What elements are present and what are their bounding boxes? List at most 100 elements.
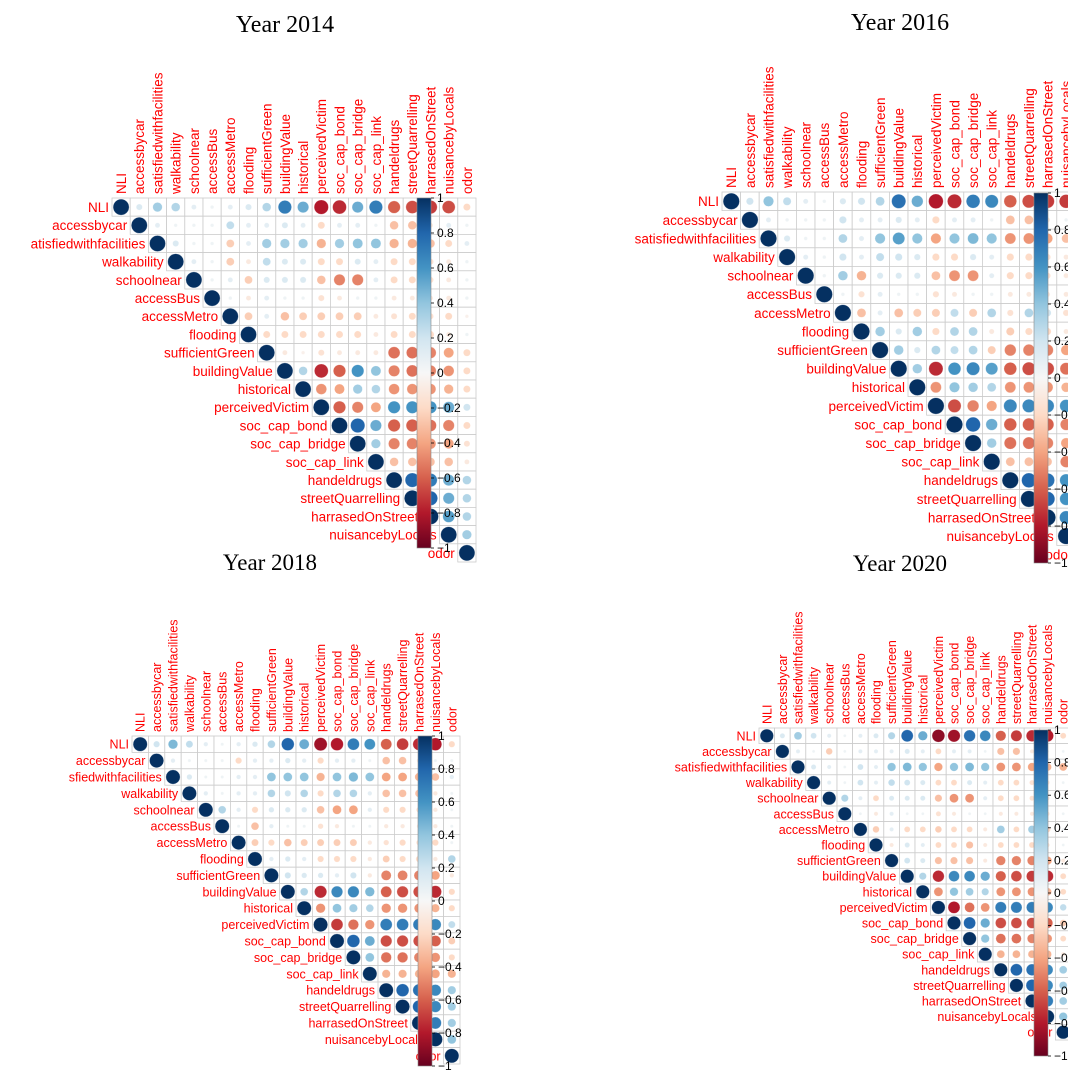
row-label: accessMetro <box>754 306 831 321</box>
corr-circle <box>840 794 849 803</box>
corr-circle <box>965 887 974 896</box>
corr-circle <box>187 758 192 763</box>
corr-circle <box>448 937 456 945</box>
corr-circle <box>279 238 290 249</box>
corr-circle <box>843 765 847 769</box>
corr-circle <box>822 273 827 278</box>
corr-circle <box>331 885 343 898</box>
corr-circle <box>263 222 270 229</box>
corr-circle <box>987 345 997 355</box>
corr-circle <box>370 419 382 432</box>
corr-circle <box>405 400 419 414</box>
corr-circle <box>950 308 959 318</box>
corr-circle <box>1005 215 1015 225</box>
column-label: accessMetro <box>232 661 246 732</box>
corr-circle <box>354 258 362 266</box>
corr-circle <box>858 235 865 242</box>
corr-circle <box>967 270 979 282</box>
corr-circle <box>895 216 903 224</box>
corr-circle <box>462 475 472 485</box>
corr-circle <box>373 313 379 320</box>
corr-circle <box>132 736 148 752</box>
corr-circle <box>927 397 945 415</box>
corr-circle <box>332 789 342 798</box>
corr-circle <box>983 812 987 816</box>
colorbar-tick-label: −1 <box>1054 1049 1068 1063</box>
chart-title: Year 2014 <box>236 12 334 38</box>
corr-circle <box>268 856 274 862</box>
column-label: soc_cap_bridge <box>347 644 361 732</box>
corr-circle <box>406 437 419 450</box>
corr-circle <box>346 934 360 948</box>
corr-circle <box>996 887 1006 897</box>
corr-circle <box>935 748 942 755</box>
row-label: handeldrugs <box>306 984 375 998</box>
corr-circle <box>396 918 409 931</box>
corr-circle <box>448 888 456 896</box>
corr-circle <box>443 384 454 395</box>
corr-circle <box>447 969 457 979</box>
corr-circle <box>463 348 471 357</box>
corr-circle <box>1022 344 1035 357</box>
corr-circle <box>391 295 397 301</box>
panel-2018: Year 2018NLIaccessbycarsfiedwithfaciliti… <box>69 550 462 1072</box>
corr-circle <box>871 341 889 359</box>
column-label: harrasedOnStreet <box>1026 624 1040 724</box>
corr-circle <box>298 238 309 249</box>
corr-circle <box>236 824 241 828</box>
corr-circle <box>968 308 978 318</box>
corr-circle <box>389 457 399 467</box>
corr-circle <box>399 839 406 846</box>
corr-circle <box>313 917 328 932</box>
corr-circle <box>968 382 979 393</box>
column-label: accessBus <box>205 128 220 194</box>
column-label: accessMetro <box>836 111 851 188</box>
corr-circle <box>244 275 253 285</box>
corr-circle <box>891 193 907 209</box>
corr-circle <box>464 459 470 465</box>
corr-circle <box>186 774 193 780</box>
corr-circle <box>1029 749 1035 754</box>
corr-circle <box>191 241 196 246</box>
corr-circle <box>988 254 995 260</box>
corr-circle <box>964 793 975 803</box>
corr-circle <box>1006 309 1014 317</box>
column-label: harrasedOnStreet <box>413 632 427 732</box>
corr-circle <box>247 851 263 867</box>
row-label: handeldrugs <box>924 473 999 488</box>
colorbar-tick-label: −0.8 <box>1054 519 1068 533</box>
corr-circle <box>387 419 401 432</box>
corr-circle <box>268 806 275 813</box>
corr-circle <box>869 838 883 852</box>
corr-circle <box>1004 436 1017 450</box>
corr-circle <box>1013 779 1020 786</box>
corr-circle <box>920 749 926 754</box>
corr-circle <box>173 223 178 228</box>
corr-circle <box>1022 417 1036 432</box>
corr-circle <box>1060 455 1068 468</box>
corr-circle <box>810 764 817 770</box>
column-label: walkability <box>780 126 795 189</box>
corr-circle <box>980 762 990 772</box>
corr-circle <box>987 382 997 392</box>
corr-circle <box>1003 399 1018 413</box>
colorbar <box>1033 192 1049 564</box>
corr-circle <box>406 346 419 359</box>
corr-circle <box>330 737 344 751</box>
corr-circle <box>191 223 196 228</box>
corr-circle <box>1006 253 1015 261</box>
corr-circle <box>389 238 400 249</box>
corr-circle <box>380 935 393 947</box>
corr-circle <box>932 216 940 224</box>
corr-circle <box>802 198 809 205</box>
corr-circle <box>463 367 471 375</box>
corr-circle <box>210 205 215 210</box>
corr-circle <box>1011 855 1022 866</box>
corr-circle <box>445 258 452 265</box>
corr-circle <box>445 222 452 229</box>
colorbar-tick-label: −0.6 <box>1054 482 1068 496</box>
corr-circle <box>336 222 343 229</box>
corr-circle <box>964 434 982 452</box>
corr-circle <box>317 294 325 302</box>
corr-circle <box>873 780 879 785</box>
